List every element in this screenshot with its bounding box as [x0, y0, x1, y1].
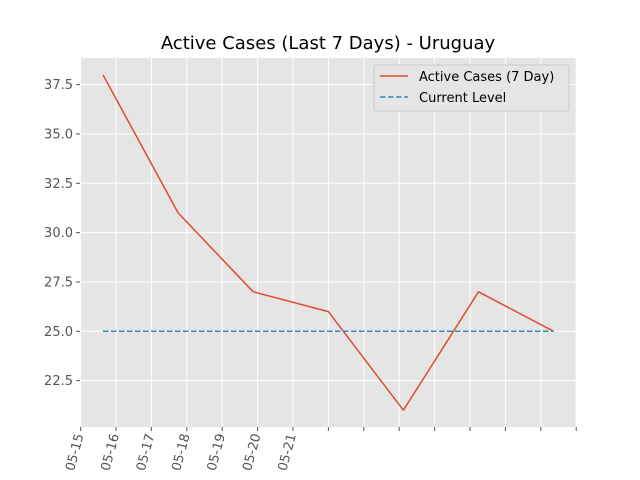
x-tick-label: 05-18: [169, 432, 193, 472]
grid: [80, 58, 577, 427]
legend-label-active-cases: Active Cases (7 Day): [419, 70, 554, 85]
legend-box: [373, 64, 570, 112]
y-tick-label: 32.5: [44, 177, 73, 192]
y-tick-label: 30.0: [44, 226, 73, 241]
legend-label-current-level: Current Level: [419, 91, 506, 106]
y-tick-label: 27.5: [44, 275, 73, 290]
x-tick-label: 05-20: [240, 432, 264, 472]
y-tick-label: 35.0: [44, 127, 73, 142]
series-layer: [102, 74, 554, 411]
y-tick-label: 25.0: [44, 325, 73, 340]
y-tick-label: 37.5: [44, 78, 73, 93]
x-tick-label: 05-19: [205, 432, 229, 472]
legend: Active Cases (7 Day) Current Level: [373, 64, 570, 112]
x-tick-label: 05-21: [276, 432, 300, 472]
y-axis: 22.5 25.0 27.5 30.0 32.5 35.0 37.5: [44, 78, 80, 389]
x-axis: 05-15 05-16 05-17 05-18 05-19 05-20 05-21: [63, 427, 577, 473]
x-tick-label: 05-17: [134, 432, 158, 472]
y-tick-label: 22.5: [44, 374, 73, 389]
x-tick-label: 05-16: [99, 432, 123, 472]
x-tick-label: 05-15: [63, 432, 87, 472]
chart-title: Active Cases (Last 7 Days) - Uruguay: [161, 33, 496, 54]
